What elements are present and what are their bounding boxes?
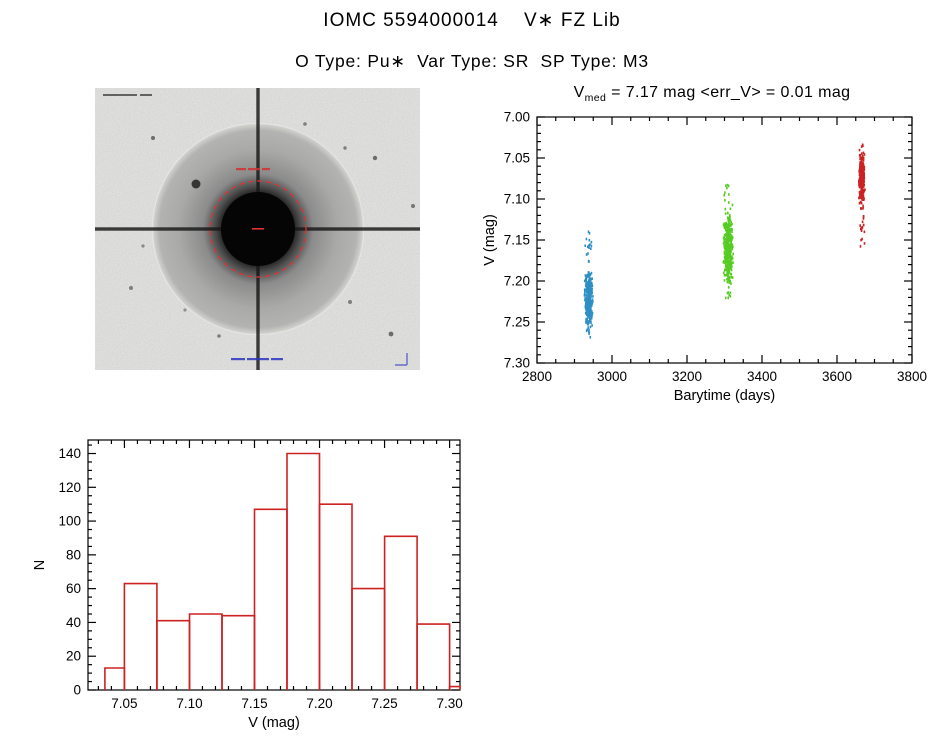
histogram-xlabel: V (mag): [248, 715, 300, 731]
histogram-bar: [416, 623, 451, 690]
scatter-ylabel: V (mag): [482, 214, 498, 266]
histogram-bar: [156, 619, 191, 690]
scatter-x-tick-label: 2800: [522, 369, 552, 384]
scatter-y-tick-label: 7.05: [504, 151, 530, 166]
image-annotation-marks: [103, 94, 408, 366]
aperture-center-mark: [252, 228, 264, 230]
histogram-bar: [351, 587, 386, 690]
histogram-bar: [123, 582, 158, 690]
histogram-y-tick-label: 120: [58, 480, 81, 495]
scatter-x-tick-label: 3200: [672, 369, 702, 384]
page-title: IOMC 5594000014 V∗ FZ Lib: [323, 10, 621, 31]
scatter-title-sub: med: [584, 92, 607, 105]
field-stars: [129, 122, 415, 338]
scatter-y-tick-label: 7.10: [504, 192, 530, 207]
histogram-bar: [104, 667, 126, 690]
histogram-x-tick-label: 7.30: [436, 696, 462, 711]
magnitude-histogram: 7.05 7.10 7.15 7.20 7.25 7.30 0 20 40 60 80 100 120 1…: [32, 439, 463, 731]
histogram-y-tick-label: 60: [66, 581, 81, 596]
scatter-title-rest: = 7.17 mag <err_V> = 0.01 mag: [606, 84, 851, 101]
histogram-bar: [383, 535, 418, 690]
scatter-cluster-epoch-3-red: [858, 143, 866, 248]
scatter-title: Vmed = 7.17 mag <err_V> = 0.01 mag: [480, 84, 944, 104]
histogram-x-tick-label: 7.10: [176, 696, 202, 711]
photometric-aperture-circle: [209, 180, 307, 278]
scatter-y-tick-label: 7.15: [504, 233, 530, 248]
lightcurve-scatter-plot: 2800 3000 3200 3400 3600 3800 7.00 7.05 7.10 7.15…: [482, 110, 927, 405]
scatter-axis-labels: 2800 3000 3200 3400 3600 3800 7.00 7.05 7.10 7.15…: [482, 110, 927, 405]
histogram-axis-labels: 7.05 7.10 7.15 7.20 7.25 7.30 0 20 40 60 80 100 120 1…: [32, 446, 463, 731]
histogram-bar: [188, 613, 223, 690]
histogram-bar: [286, 452, 321, 690]
scatter-cluster-epoch-1-blue: [583, 230, 594, 339]
scatter-axes: [536, 116, 913, 364]
page-subtitle: O Type: Pu∗ Var Type: SR SP Type: M3: [295, 51, 649, 71]
star-field-image: [95, 88, 420, 370]
scatter-x-tick-label: 3800: [897, 369, 927, 384]
histogram-x-tick-label: 7.20: [306, 696, 332, 711]
scatter-y-tick-label: 7.20: [504, 274, 530, 289]
histogram-y-tick-label: 40: [66, 615, 81, 630]
histogram-bar: [253, 508, 288, 690]
histogram-bar: [221, 614, 256, 690]
scatter-x-tick-label: 3600: [822, 369, 852, 384]
histogram-y-tick-label: 20: [66, 649, 81, 664]
histogram-y-tick-label: 100: [58, 514, 81, 529]
histogram-bar: [448, 685, 461, 690]
histogram-ylabel: N: [32, 560, 48, 570]
histogram-x-tick-label: 7.25: [371, 696, 397, 711]
histogram-x-tick-label: 7.05: [111, 696, 137, 711]
histogram-y-tick-label: 80: [66, 547, 81, 562]
scatter-x-tick-label: 3400: [747, 369, 777, 384]
scatter-xlabel: Barytime (days): [674, 388, 776, 404]
histogram-axes: [87, 439, 461, 691]
scatter-title-var: V: [573, 84, 585, 101]
histogram-x-tick-label: 7.15: [241, 696, 267, 711]
scatter-y-tick-label: 7.00: [504, 110, 530, 125]
histogram-y-tick-label: 140: [58, 446, 81, 461]
scatter-x-tick-label: 3000: [597, 369, 627, 384]
scatter-cluster-epoch-2-green: [722, 183, 734, 300]
scatter-y-tick-label: 7.30: [504, 356, 530, 371]
histogram-y-tick-label: 0: [73, 683, 81, 698]
scatter-y-tick-label: 7.25: [504, 315, 530, 330]
histogram-bar: [318, 503, 353, 690]
histogram-bars: [104, 452, 461, 690]
